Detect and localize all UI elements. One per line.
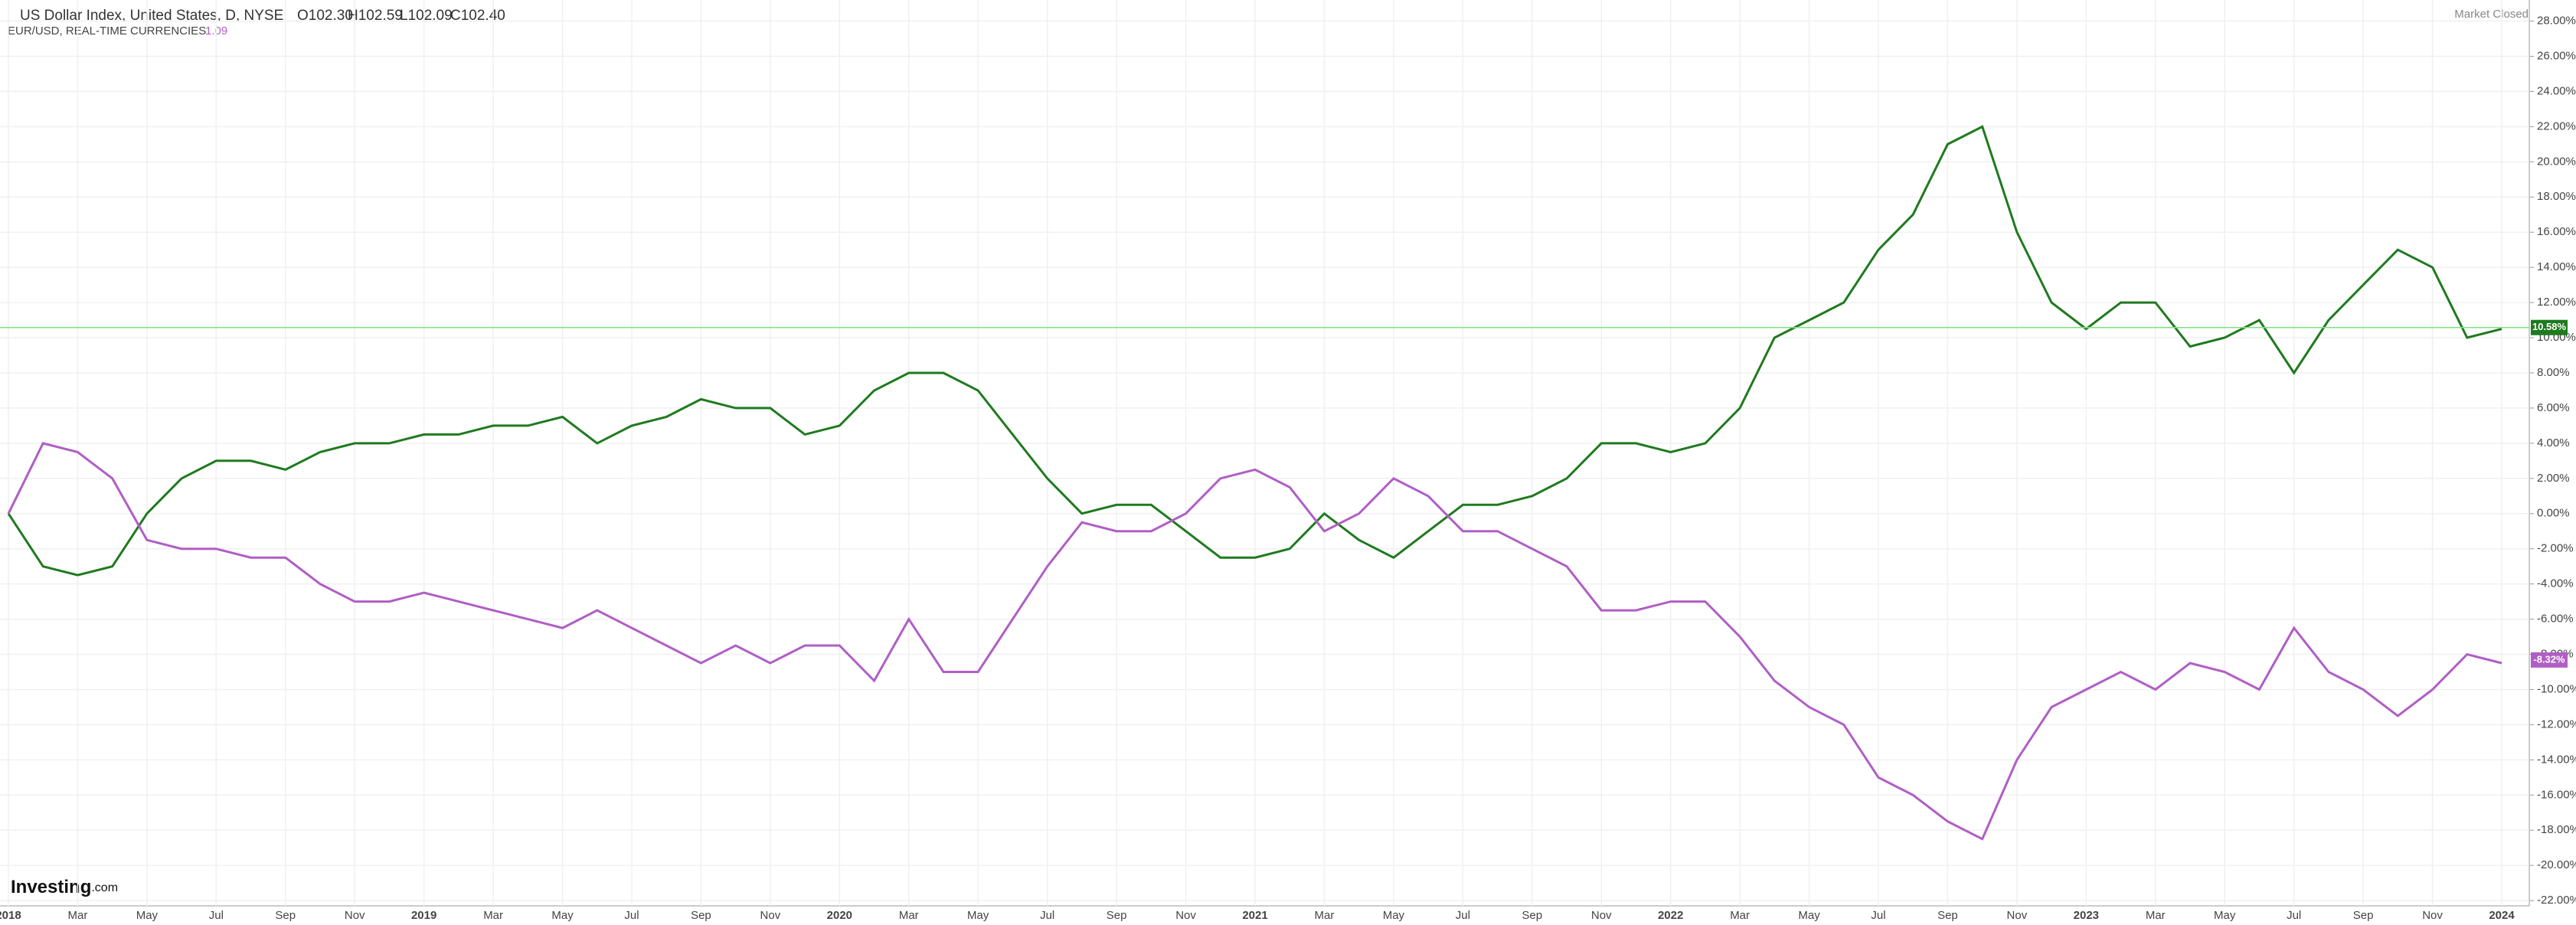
- y-tick-label: 20.00%: [2537, 155, 2576, 168]
- x-tick-label: Nov: [2007, 909, 2028, 922]
- y-tick-label: -12.00%: [2537, 717, 2576, 731]
- y-tick-label: -2.00%: [2537, 542, 2574, 555]
- y-tick-label: -10.00%: [2537, 682, 2576, 695]
- chart-title: US Dollar Index, United States, D, NYSE: [20, 8, 283, 24]
- y-tick-label: 8.00%: [2537, 366, 2570, 379]
- last-value-label: 10.58%: [2532, 321, 2567, 332]
- x-tick-label: Nov: [1591, 909, 1612, 922]
- y-tick-label: -14.00%: [2537, 753, 2576, 766]
- x-tick-label: Mar: [1315, 909, 1335, 922]
- x-tick-label: Sep: [691, 909, 711, 922]
- logo-suffix: .com: [91, 881, 118, 894]
- x-tick-label: May: [1383, 909, 1405, 922]
- x-tick-label: Sep: [1107, 909, 1127, 922]
- y-tick-label: 24.00%: [2537, 84, 2576, 97]
- x-tick-label: Jul: [1040, 909, 1054, 922]
- y-tick-label: -16.00%: [2537, 788, 2576, 801]
- y-tick-label: 26.00%: [2537, 49, 2576, 62]
- x-tick-label: 2018: [0, 909, 21, 922]
- x-tick-label: Nov: [2422, 909, 2443, 922]
- x-tick-label: 2024: [2489, 909, 2515, 922]
- y-tick-label: 6.00%: [2537, 401, 2570, 414]
- x-tick-label: May: [967, 909, 989, 922]
- x-tick-label: Jul: [1871, 909, 1885, 922]
- x-tick-label: 2022: [1658, 909, 1683, 922]
- y-tick-label: 18.00%: [2537, 190, 2576, 203]
- close-value: C102.40: [450, 8, 505, 24]
- x-tick-label: May: [136, 909, 159, 922]
- y-tick-label: 2.00%: [2537, 472, 2570, 485]
- last-value-badge: [2531, 652, 2568, 668]
- market-status: Market Closed: [2454, 8, 2529, 21]
- y-tick-label: -22.00%: [2537, 894, 2576, 907]
- x-tick-label: May: [551, 909, 574, 922]
- open-value: O102.30: [297, 8, 353, 24]
- x-tick-label: 2023: [2074, 909, 2099, 922]
- y-tick-label: -20.00%: [2537, 858, 2576, 871]
- low-value: L102.09: [400, 8, 453, 24]
- x-tick-label: 2021: [1242, 909, 1267, 922]
- last-value-badge: [2531, 319, 2568, 335]
- compare-name: EUR/USD, REAL-TIME CURRENCIES: [8, 25, 206, 38]
- series-line: [7, 442, 2502, 841]
- x-tick-label: Mar: [899, 909, 919, 922]
- x-tick-label: May: [2214, 909, 2236, 922]
- x-tick-label: May: [1798, 909, 1820, 922]
- series-line: [7, 125, 2502, 577]
- x-tick-label: Mar: [483, 909, 503, 922]
- x-tick-label: Jul: [209, 909, 224, 922]
- x-tick-label: Mar: [68, 909, 88, 922]
- y-tick-label: 4.00%: [2537, 436, 2570, 449]
- x-tick-label: Jul: [624, 909, 639, 922]
- x-tick-label: Mar: [2146, 909, 2166, 922]
- last-value-label: -8.32%: [2533, 653, 2565, 665]
- x-tick-label: Mar: [1730, 909, 1750, 922]
- x-tick-label: Sep: [2353, 909, 2374, 922]
- x-tick-label: Sep: [275, 909, 296, 922]
- y-tick-label: 16.00%: [2537, 225, 2576, 238]
- x-tick-label: Sep: [1937, 909, 1958, 922]
- x-tick-label: Nov: [345, 909, 365, 922]
- y-tick-label: 28.00%: [2537, 15, 2576, 28]
- y-tick-label: 12.00%: [2537, 296, 2576, 309]
- x-tick-label: Jul: [1456, 909, 1470, 922]
- x-tick-label: Jul: [2287, 909, 2301, 922]
- logo-main: Investing: [11, 877, 91, 897]
- x-tick-label: Sep: [1522, 909, 1542, 922]
- y-tick-label: 0.00%: [2537, 507, 2570, 520]
- x-tick-label: 2019: [411, 909, 436, 922]
- x-tick-label: Nov: [760, 909, 781, 922]
- y-tick-label: -4.00%: [2537, 577, 2574, 590]
- y-tick-label: -18.00%: [2537, 823, 2576, 836]
- y-tick-label: 14.00%: [2537, 260, 2576, 273]
- x-tick-label: 2020: [827, 909, 852, 922]
- high-value: H102.59: [348, 8, 403, 24]
- y-tick-label: -6.00%: [2537, 613, 2574, 626]
- y-tick-label: 22.00%: [2537, 119, 2576, 132]
- x-tick-label: Nov: [1175, 909, 1196, 922]
